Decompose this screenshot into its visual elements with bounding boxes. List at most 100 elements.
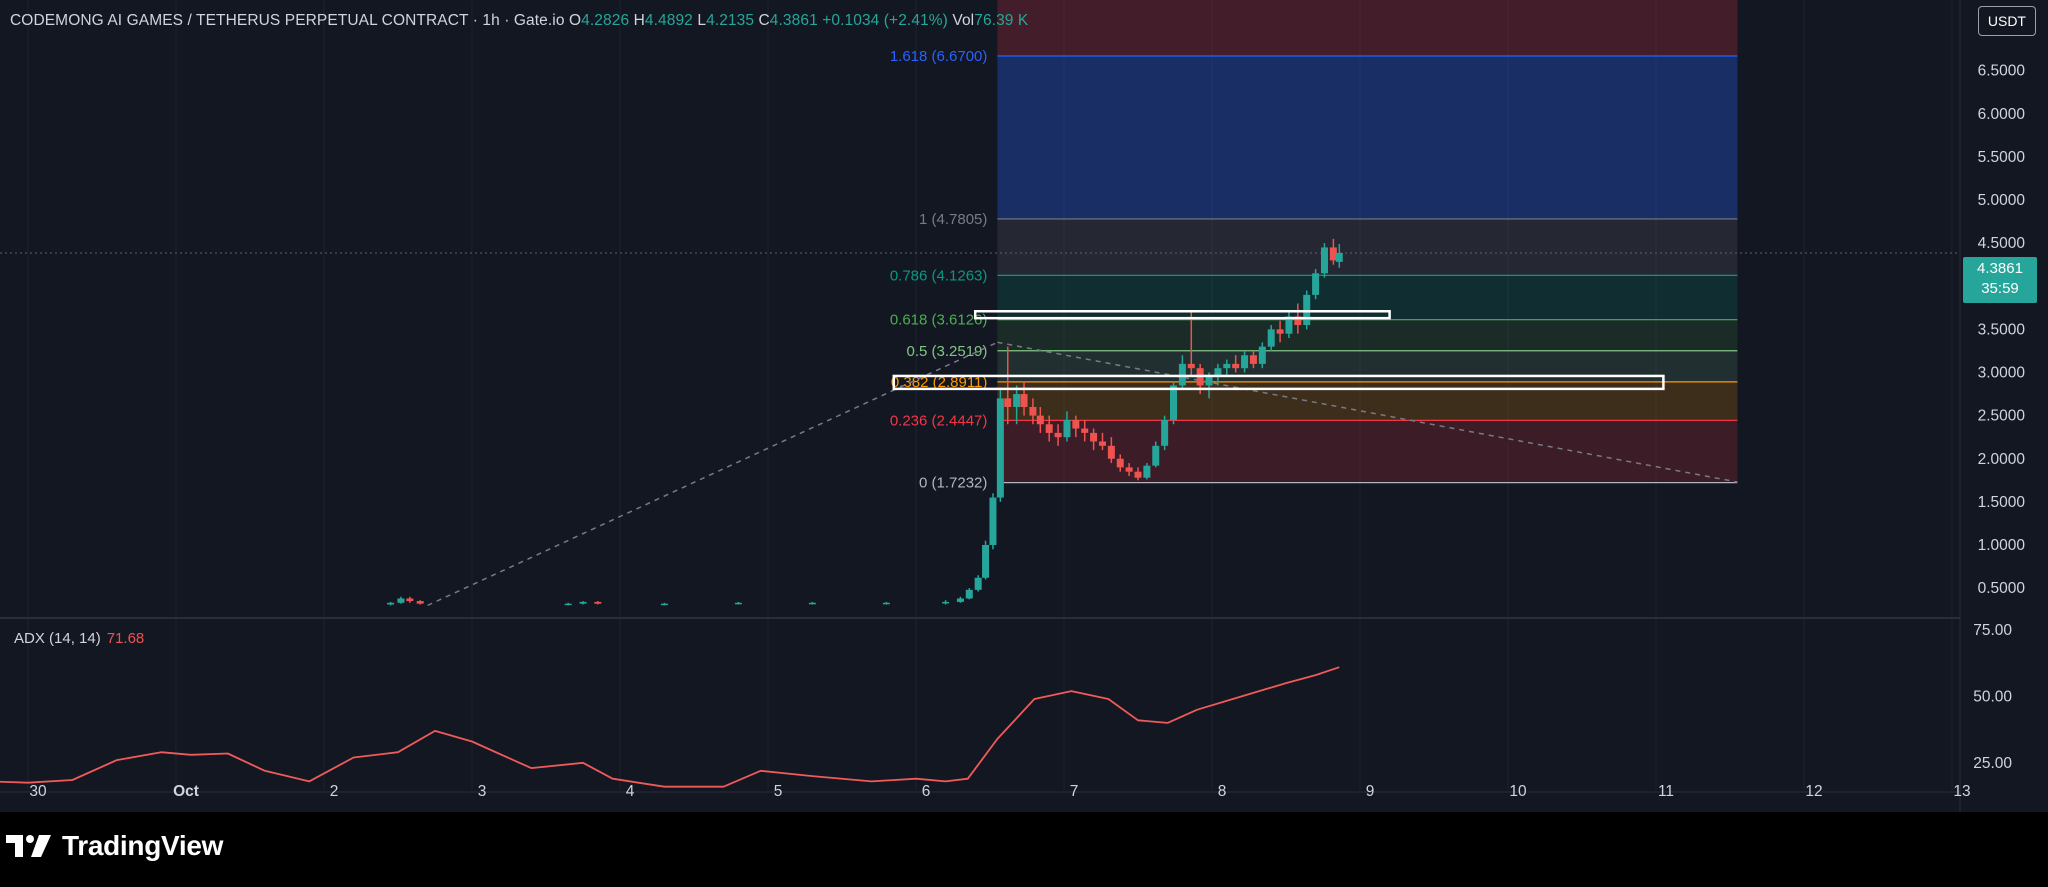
candle-body xyxy=(1107,445,1115,459)
trendlines[interactable] xyxy=(0,252,1960,607)
candle-body xyxy=(974,577,982,590)
candle-body xyxy=(808,602,816,605)
candle-body xyxy=(660,603,668,606)
time-axis-label: 2 xyxy=(330,783,339,800)
bar-countdown: 35:59 xyxy=(1981,280,2019,297)
candle-body xyxy=(579,601,587,604)
adx-axis-label: 75.00 xyxy=(1973,622,2012,639)
fib-band xyxy=(997,0,1738,56)
candle-body xyxy=(397,598,405,603)
candle-body xyxy=(564,603,572,606)
candle-body xyxy=(989,497,997,545)
candle-body xyxy=(406,598,414,602)
tradingview-wordmark: TradingView xyxy=(62,830,224,861)
candle-body xyxy=(1335,252,1343,262)
adx-pane xyxy=(0,666,1340,788)
candle-body xyxy=(1312,273,1320,295)
candle-body xyxy=(1063,419,1071,438)
price-axis-label: 1.5000 xyxy=(1978,494,2026,511)
fib-level-label: 1.618 (6.6700) xyxy=(890,48,988,65)
time-axis-label: 11 xyxy=(1658,783,1674,800)
candle-body xyxy=(982,545,990,578)
fib-band xyxy=(997,275,1738,320)
fib-level-label: 0.382 (2.8911) xyxy=(891,374,987,391)
candle-body xyxy=(1258,346,1266,364)
candle-body xyxy=(942,601,950,604)
tradingview-icon xyxy=(6,835,51,857)
candle-body xyxy=(1285,316,1293,334)
price-axis-label: 3.0000 xyxy=(1978,365,2026,382)
time-axis-label: Oct xyxy=(173,783,199,800)
high-label: H xyxy=(633,12,645,29)
adx-line xyxy=(0,666,1340,788)
symbol-header: CODEMONG AI GAMES / TETHERUS PERPETUAL C… xyxy=(10,12,1028,30)
price-axis-label: 6.0000 xyxy=(1978,106,2026,123)
time-axis-label: 30 xyxy=(29,783,47,800)
last-price: 4.3861 xyxy=(1977,260,2023,277)
time-axis-label: 9 xyxy=(1366,783,1375,800)
candle-body xyxy=(1223,363,1231,369)
candle-body xyxy=(1205,376,1213,386)
candle-body xyxy=(594,601,602,604)
horizontal-zones[interactable] xyxy=(892,310,1665,391)
candle-body xyxy=(965,589,973,599)
adx-axis-label: 25.00 xyxy=(1973,755,2012,772)
time-axis-label: 13 xyxy=(1953,783,1970,800)
candle-body xyxy=(1214,368,1222,377)
candle-body xyxy=(1045,424,1053,433)
open-label: O xyxy=(568,12,582,29)
close-value: 4.3861 xyxy=(769,12,818,29)
price-axis-label: 4.5000 xyxy=(1978,235,2026,252)
fib-level-label: 1 (4.7805) xyxy=(919,211,987,228)
candle-body xyxy=(1152,445,1160,466)
time-axis-label: 10 xyxy=(1509,783,1527,800)
last-price-tag: 4.3861 35:59 xyxy=(1963,257,2037,303)
time-axis-label: 7 xyxy=(1070,783,1079,800)
candle-body xyxy=(1090,432,1098,442)
candle-body xyxy=(1232,363,1240,369)
fib-level-label: 0 (1.7232) xyxy=(919,475,987,492)
fib-level-label: 0.786 (4.1263) xyxy=(890,267,988,284)
price-axis-label: 1.0000 xyxy=(1978,537,2026,554)
time-axis-label: 4 xyxy=(626,783,635,800)
candle-body xyxy=(1303,294,1311,326)
adx-legend[interactable]: ADX (14, 14) 71.68 xyxy=(14,630,144,647)
grid xyxy=(0,0,1961,812)
candle-body xyxy=(1329,247,1337,261)
candle-body xyxy=(1020,394,1028,407)
price-axis-label: 5.0000 xyxy=(1978,192,2026,209)
price-axis-label: 2.0000 xyxy=(1978,451,2026,468)
price-axis-label: 3.5000 xyxy=(1978,321,2026,338)
candle-body xyxy=(1320,247,1328,274)
time-axis-label: 6 xyxy=(922,783,931,800)
fib-band xyxy=(997,55,1738,219)
candle-body xyxy=(1276,329,1284,334)
high-value: 4.4892 xyxy=(644,12,693,29)
chart-canvas[interactable]: 0 (1.7232) 0.236 (2.4447) 0.382 (2.8911) 0.… xyxy=(0,0,2048,812)
open-value: 4.2826 xyxy=(581,12,630,29)
candle-body xyxy=(1267,329,1275,347)
price-axis-label: 6.5000 xyxy=(1978,63,2026,80)
symbol-title[interactable]: CODEMONG AI GAMES / TETHERUS PERPETUAL C… xyxy=(10,12,565,29)
candle-body xyxy=(956,598,964,602)
footer-bar: TradingView xyxy=(0,812,2048,887)
candle-body xyxy=(1072,419,1080,429)
tradingview-logo[interactable]: TradingView xyxy=(6,830,223,862)
fib-band xyxy=(997,218,1738,276)
candle-body xyxy=(387,602,395,605)
price-axis-label: 0.5000 xyxy=(1978,580,2026,597)
candle-body xyxy=(1098,441,1106,446)
candle-body xyxy=(1249,355,1257,364)
candle-body xyxy=(996,398,1004,498)
price-axis-label: 2.5000 xyxy=(1978,408,2026,425)
time-axis-label: 12 xyxy=(1805,783,1822,800)
fib-level-label: 0.5 (3.2519) xyxy=(907,343,988,360)
currency-button[interactable]: USDT xyxy=(1977,6,2036,36)
time-axis-label: 3 xyxy=(478,783,487,800)
change-value: +0.1034 (+2.41%) xyxy=(822,12,948,29)
candle-body xyxy=(1036,415,1044,425)
volume-label: Vol xyxy=(952,12,975,29)
volume-value: 76.39 K xyxy=(974,12,1029,29)
candle-body xyxy=(1013,394,1021,407)
candle-body xyxy=(1294,316,1302,326)
